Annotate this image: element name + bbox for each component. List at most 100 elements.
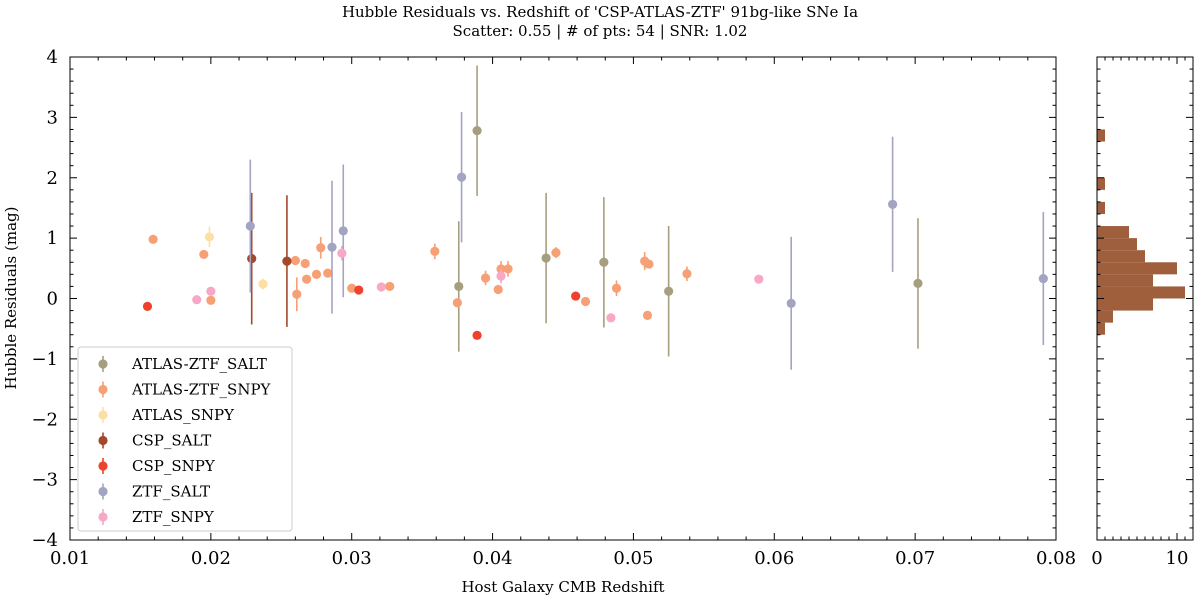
y-tick-label: −3 xyxy=(31,470,58,491)
data-point xyxy=(245,221,255,231)
y-axis-label: Hubble Residuals (mag) xyxy=(2,207,20,390)
legend-label: ATLAS-ZTF_SALT xyxy=(131,355,267,373)
histogram-bar xyxy=(1097,177,1105,190)
data-point xyxy=(337,248,347,258)
data-point xyxy=(472,330,482,340)
x-tick-label: 0.05 xyxy=(613,548,653,569)
data-point xyxy=(472,126,482,136)
data-point xyxy=(338,226,348,236)
data-point xyxy=(480,273,491,283)
data-point xyxy=(913,278,923,289)
hist-x-tick-label: 10 xyxy=(1166,548,1189,569)
histogram-bar xyxy=(1097,226,1129,239)
data-point xyxy=(1038,273,1048,284)
data-point xyxy=(599,257,609,267)
chart-subtitle: Scatter: 0.55 | # of pts: 54 | SNR: 1.02 xyxy=(453,22,748,40)
data-point xyxy=(376,282,386,292)
y-tick-label: 3 xyxy=(47,107,58,128)
legend-marker-swatch xyxy=(98,486,108,497)
data-point xyxy=(493,284,503,295)
legend-box xyxy=(77,346,293,532)
data-point xyxy=(754,274,764,284)
data-point xyxy=(327,242,337,252)
data-point xyxy=(290,255,300,266)
series-ztf-salt xyxy=(245,111,1048,370)
series-atlas-ztf-salt xyxy=(454,65,923,357)
data-point xyxy=(204,232,215,242)
data-point xyxy=(541,253,551,263)
data-point xyxy=(206,295,216,305)
y-tick-label: 4 xyxy=(47,47,58,68)
data-point xyxy=(354,285,364,295)
data-point xyxy=(456,172,467,182)
data-point xyxy=(551,248,561,258)
histogram-bar xyxy=(1097,250,1145,263)
histogram-plot-area: 0 10 xyxy=(1091,56,1194,569)
data-point xyxy=(452,298,462,308)
data-point xyxy=(206,286,216,296)
main-plot-area: 0.01 0.02 0.03 0.04 0.05 0.06 0.07 0.08 −4 −3 −2 −1… xyxy=(31,47,1076,569)
data-point xyxy=(682,269,692,279)
data-point xyxy=(258,279,268,289)
data-point xyxy=(606,313,616,323)
legend-label: ATLAS-ZTF_SNPY xyxy=(131,381,272,399)
data-point xyxy=(282,256,292,266)
data-point xyxy=(888,199,898,209)
legend-label: ZTF_SALT xyxy=(132,483,210,501)
x-tick-label: 0.04 xyxy=(473,548,513,569)
data-point xyxy=(571,291,581,301)
data-point xyxy=(316,243,326,253)
y-tick-label: −4 xyxy=(31,530,58,551)
chart-title: Hubble Residuals vs. Redshift of 'CSP-AT… xyxy=(342,3,858,21)
x-tick-label: 0.06 xyxy=(754,548,794,569)
histogram-bar xyxy=(1097,238,1137,251)
x-tick-label: 0.02 xyxy=(191,548,231,569)
legend: ATLAS-ZTF_SALT ATLAS-ZTF_SNPY ATLAS_SNPY CS… xyxy=(77,346,293,532)
x-axis-label: Host Galaxy CMB Redshift xyxy=(461,578,664,596)
y-tick-label: −2 xyxy=(31,409,58,430)
data-point xyxy=(664,286,674,296)
legend-marker-swatch xyxy=(98,384,108,395)
hist-x-tick-label: 0 xyxy=(1091,548,1102,569)
data-point xyxy=(142,301,153,311)
data-point xyxy=(430,246,440,257)
data-point xyxy=(503,264,513,274)
legend-label: CSP_SNPY xyxy=(132,457,216,475)
data-point xyxy=(642,310,653,321)
histogram-bar xyxy=(1097,262,1177,275)
data-point xyxy=(302,274,312,284)
histogram-bar xyxy=(1097,129,1105,142)
series-csp-salt xyxy=(247,192,292,327)
legend-marker-swatch xyxy=(98,512,108,522)
data-point xyxy=(347,283,357,293)
legend-marker-swatch xyxy=(98,359,108,369)
legend-label: CSP_SALT xyxy=(132,432,211,450)
x-tick-label: 0.08 xyxy=(1036,548,1076,569)
series-ztf-snpy xyxy=(192,245,764,323)
y-tick-label: 0 xyxy=(47,289,58,310)
y-tick-label: −1 xyxy=(31,349,58,370)
x-tick-label: 0.03 xyxy=(332,548,372,569)
histogram-bar xyxy=(1097,298,1153,311)
y-tick-label: 2 xyxy=(47,168,58,189)
data-point xyxy=(385,281,395,292)
legend-label: ZTF_SNPY xyxy=(132,508,215,526)
data-point xyxy=(786,298,796,308)
histogram-bar xyxy=(1097,310,1113,323)
series-csp-snpy xyxy=(142,285,581,340)
data-point xyxy=(644,259,654,269)
data-point xyxy=(580,296,591,307)
histogram-bar xyxy=(1097,201,1105,214)
data-point xyxy=(247,254,257,264)
data-point xyxy=(496,271,506,281)
data-point xyxy=(300,258,310,269)
legend-label: ATLAS_SNPY xyxy=(131,406,235,424)
histogram-bar xyxy=(1097,322,1105,335)
x-tick-label: 0.07 xyxy=(895,548,935,569)
x-tick-label: 0.01 xyxy=(50,548,90,569)
data-point xyxy=(148,234,158,244)
data-point xyxy=(323,268,333,278)
data-point xyxy=(199,249,209,260)
data-point xyxy=(292,289,302,299)
legend-marker-swatch xyxy=(98,410,108,420)
